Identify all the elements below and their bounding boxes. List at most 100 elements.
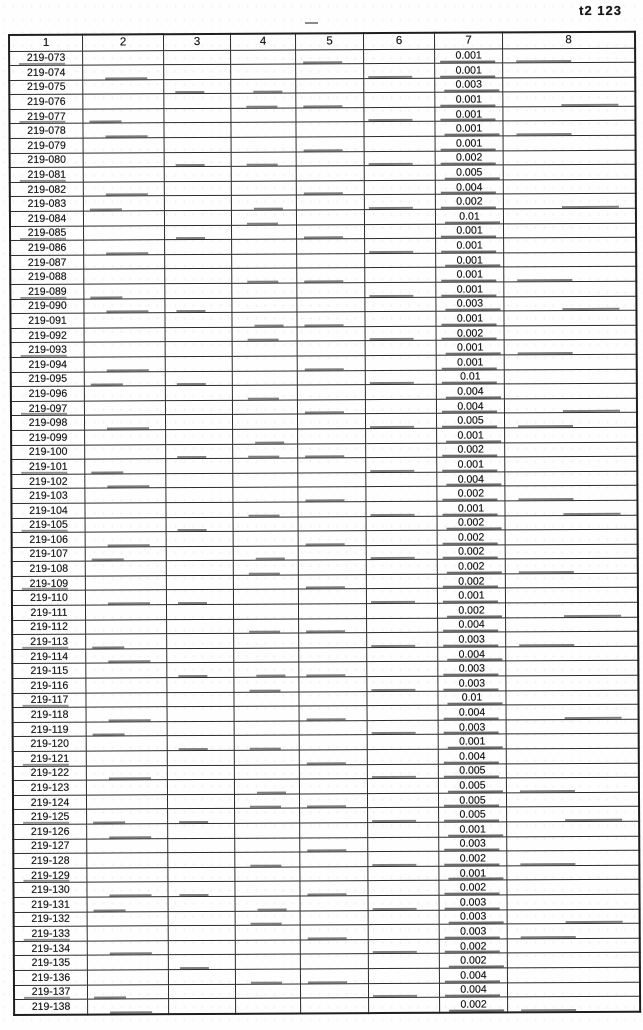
empty-cell [295, 78, 364, 94]
empty-cell [296, 224, 365, 240]
empty-cell [505, 573, 638, 589]
empty-cell [85, 560, 167, 576]
empty-cell [299, 735, 368, 750]
empty-cell [165, 487, 233, 503]
empty-cell [300, 939, 369, 955]
empty-cell [231, 282, 297, 298]
empty-cell [505, 689, 639, 706]
empty-cell [503, 281, 637, 297]
empty-cell [168, 925, 236, 941]
row-id-cell: 219-089 [10, 284, 84, 300]
empty-cell [367, 763, 439, 779]
empty-cell [168, 969, 236, 985]
row-id-cell: 219-122 [12, 765, 87, 781]
empty-cell [506, 835, 640, 852]
row-id-cell: 219-116 [12, 678, 86, 694]
column-header-8: 8 [502, 31, 636, 49]
empty-cell [231, 137, 297, 152]
empty-cell [297, 457, 366, 473]
empty-cell [83, 137, 165, 153]
value-cell: 0.004 [437, 646, 506, 662]
empty-cell [297, 384, 366, 400]
row-id-cell: 219-094 [10, 357, 85, 373]
empty-cell [232, 326, 298, 342]
empty-cell [231, 297, 297, 313]
empty-cell [298, 632, 367, 648]
empty-cell [295, 49, 364, 65]
value-cell: 0.002 [436, 325, 505, 341]
empty-cell [505, 675, 639, 691]
empty-cell [232, 341, 298, 357]
value-cell: 0.001 [438, 821, 507, 837]
empty-cell [165, 414, 233, 430]
empty-cell [165, 502, 234, 518]
empty-cell [86, 779, 168, 795]
empty-cell [83, 269, 165, 285]
value-cell: 0.004 [436, 398, 505, 414]
empty-cell [505, 616, 639, 633]
empty-cell [503, 208, 636, 224]
empty-cell [166, 618, 234, 634]
empty-cell [234, 837, 300, 853]
empty-cell [168, 998, 236, 1015]
empty-cell [85, 575, 167, 591]
empty-cell [234, 866, 300, 882]
empty-cell [84, 371, 166, 387]
empty-cell [503, 222, 637, 239]
empty-cell [83, 181, 165, 197]
empty-cell [300, 968, 369, 984]
empty-cell [504, 412, 638, 428]
row-id-cell: 219-105 [11, 517, 86, 533]
empty-cell [233, 647, 299, 663]
empty-cell [296, 311, 366, 327]
empty-cell [85, 604, 167, 620]
empty-cell [235, 968, 301, 984]
column-header-7: 7 [434, 32, 503, 49]
empty-cell [165, 341, 233, 357]
empty-cell [84, 458, 166, 474]
empty-cell [300, 953, 369, 969]
empty-cell [505, 529, 638, 545]
empty-cell [365, 413, 437, 429]
row-id-cell: 219-135 [13, 955, 88, 971]
empty-cell [365, 457, 437, 473]
empty-cell [365, 355, 437, 371]
empty-cell [368, 924, 440, 940]
empty-cell [298, 691, 368, 707]
row-id-cell: 219-132 [13, 911, 88, 927]
empty-cell [233, 589, 299, 605]
value-cell: 0.005 [438, 807, 507, 823]
row-id-cell: 219-095 [10, 371, 85, 387]
empty-cell [367, 822, 439, 838]
empty-cell [506, 748, 639, 764]
empty-cell [166, 648, 234, 664]
empty-cell [365, 369, 437, 385]
empty-cell [507, 981, 641, 997]
empty-cell [233, 604, 299, 619]
empty-cell [504, 485, 638, 501]
empty-cell [367, 705, 439, 721]
empty-cell [167, 794, 235, 810]
row-id-cell: 219-129 [13, 867, 87, 883]
empty-cell [504, 456, 638, 472]
empty-cell [234, 764, 300, 780]
column-header-1: 1 [9, 34, 83, 51]
empty-cell [84, 502, 167, 518]
value-cell: 0.01 [437, 690, 507, 706]
empty-cell [297, 443, 366, 459]
value-cell: 0.001 [435, 311, 505, 327]
empty-cell [364, 238, 436, 254]
empty-cell [167, 764, 235, 780]
empty-cell [505, 660, 639, 676]
empty-cell [506, 806, 640, 822]
empty-cell [166, 516, 234, 532]
empty-cell [505, 514, 638, 530]
empty-cell [167, 881, 236, 897]
empty-cell [506, 850, 640, 866]
empty-cell [297, 399, 366, 415]
empty-cell [365, 399, 437, 414]
empty-cell [296, 195, 365, 211]
empty-cell [84, 400, 166, 416]
empty-cell [165, 356, 233, 372]
empty-cell [87, 925, 169, 941]
